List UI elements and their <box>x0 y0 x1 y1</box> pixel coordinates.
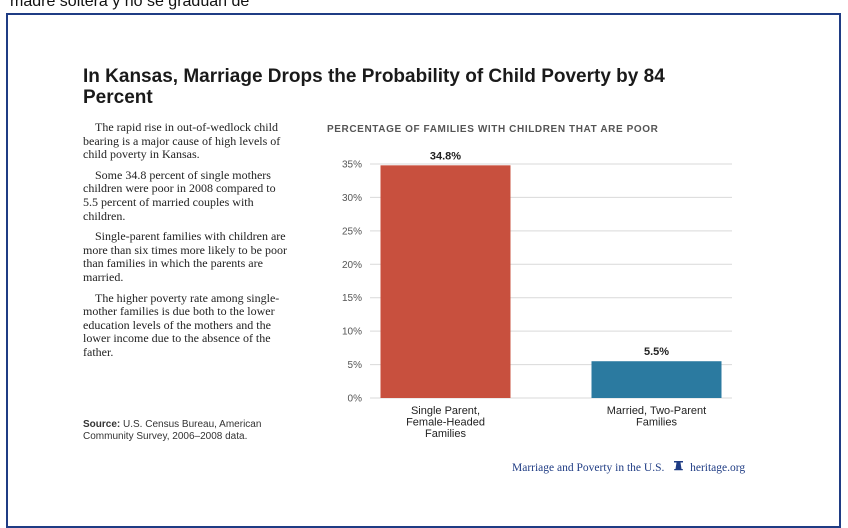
paragraph: The higher poverty rate among single-mot… <box>83 290 280 359</box>
data-label: 5.5% <box>644 346 669 358</box>
y-tick-label: 20% <box>342 260 362 271</box>
bar <box>591 361 722 398</box>
top-caption: madre soltera y no se gradúan de <box>10 0 250 10</box>
chart-title: PERCENTAGE OF FAMILIES WITH CHILDREN THA… <box>327 124 659 135</box>
y-tick-label: 35% <box>342 160 362 171</box>
data-label: 34.8% <box>430 150 461 162</box>
paragraph: The rapid rise in out-of-wedlock child b… <box>83 120 281 162</box>
y-tick-label: 10% <box>342 327 362 338</box>
x-tick-label: Female-Headed <box>406 417 485 429</box>
paragraph: Some 34.8 percent of single mothers chil… <box>83 167 276 223</box>
bar-chart: 0% 5% 10% 15% 20% 25% 30% 35% 34.8% Single Parent… <box>342 150 732 440</box>
source-note: Source: U.S. Census Bureau, American Com… <box>83 419 303 443</box>
page-title: In Kansas, Marriage Drops the Probabilit… <box>83 66 665 108</box>
paragraph: Single-parent families with children are… <box>83 229 287 284</box>
x-tick-label: Families <box>425 428 466 440</box>
bar <box>380 165 511 398</box>
source-label: Source: <box>83 419 121 430</box>
x-tick-label: Families <box>636 417 677 429</box>
source-text: U.S. Census Bureau, American Community S… <box>83 419 262 442</box>
y-tick-label: 15% <box>342 293 362 304</box>
x-tick-label: Married, Two-Parent <box>607 405 706 417</box>
liberty-bell-icon <box>673 460 684 474</box>
y-tick-label: 5% <box>348 360 363 371</box>
footer-text: Marriage and Poverty in the U.S. <box>512 462 665 474</box>
y-tick-label: 0% <box>348 394 363 405</box>
x-tick-label: Single Parent, <box>411 405 480 417</box>
footer-site[interactable]: heritage.org <box>690 462 746 474</box>
y-tick-label: 25% <box>342 226 362 237</box>
footer: Marriage and Poverty in the U.S. heritag… <box>512 460 745 474</box>
y-tick-label: 30% <box>342 193 362 204</box>
body-text: The rapid rise in out-of-wedlock child b… <box>83 120 293 367</box>
